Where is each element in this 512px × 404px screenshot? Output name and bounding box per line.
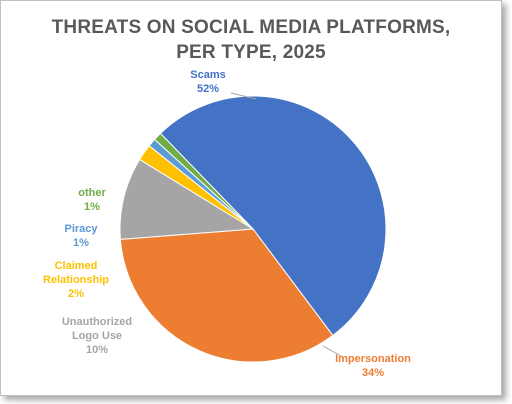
label-impersonation: Impersonation 34% bbox=[323, 352, 423, 380]
label-claimed-relationship: Claimed Relationship 2% bbox=[31, 259, 121, 301]
label-scams-name: Scams bbox=[190, 69, 226, 81]
label-impersonation-name: Impersonation bbox=[335, 353, 411, 365]
leader-line-impersonation bbox=[322, 345, 342, 357]
chart-title-line-1: THREATS ON SOCIAL MEDIA PLATFORMS, bbox=[51, 17, 451, 38]
label-other-name: other bbox=[78, 187, 106, 199]
label-scams-value: 52% bbox=[196, 83, 220, 95]
label-piracy-name: Piracy bbox=[64, 223, 98, 235]
label-scams: Scams 52% bbox=[173, 68, 243, 96]
label-claimed-line-1: Claimed bbox=[54, 260, 98, 272]
slice-unauthorized-logo-use bbox=[119, 158, 255, 240]
label-claimed-value: 2% bbox=[68, 288, 84, 300]
label-other: other 1% bbox=[67, 186, 117, 214]
label-impersonation-value: 34% bbox=[361, 367, 385, 379]
label-claimed-line-2: Relationship bbox=[42, 274, 109, 286]
label-unauthorized-value: 10% bbox=[85, 344, 109, 356]
label-other-value: 1% bbox=[84, 201, 100, 213]
label-unauthorized-line-1: Unauthorized bbox=[61, 316, 133, 328]
label-piracy: Piracy 1% bbox=[56, 222, 106, 250]
label-unauthorized-line-2: Logo Use bbox=[71, 330, 123, 342]
pie-chart bbox=[119, 92, 387, 363]
leader-line-scams bbox=[230, 92, 257, 100]
chart-title: THREATS ON SOCIAL MEDIA PLATFORMS, PER T… bbox=[1, 15, 501, 65]
chart-frame: THREATS ON SOCIAL MEDIA PLATFORMS, PER T… bbox=[0, 0, 502, 396]
slice-impersonation bbox=[119, 228, 334, 363]
label-piracy-value: 1% bbox=[73, 237, 89, 249]
chart-title-line-2: PER TYPE, 2025 bbox=[176, 42, 326, 63]
slice-scams bbox=[159, 95, 387, 337]
slice-other bbox=[153, 132, 254, 230]
label-unauthorized-logo-use: Unauthorized Logo Use 10% bbox=[47, 315, 147, 357]
